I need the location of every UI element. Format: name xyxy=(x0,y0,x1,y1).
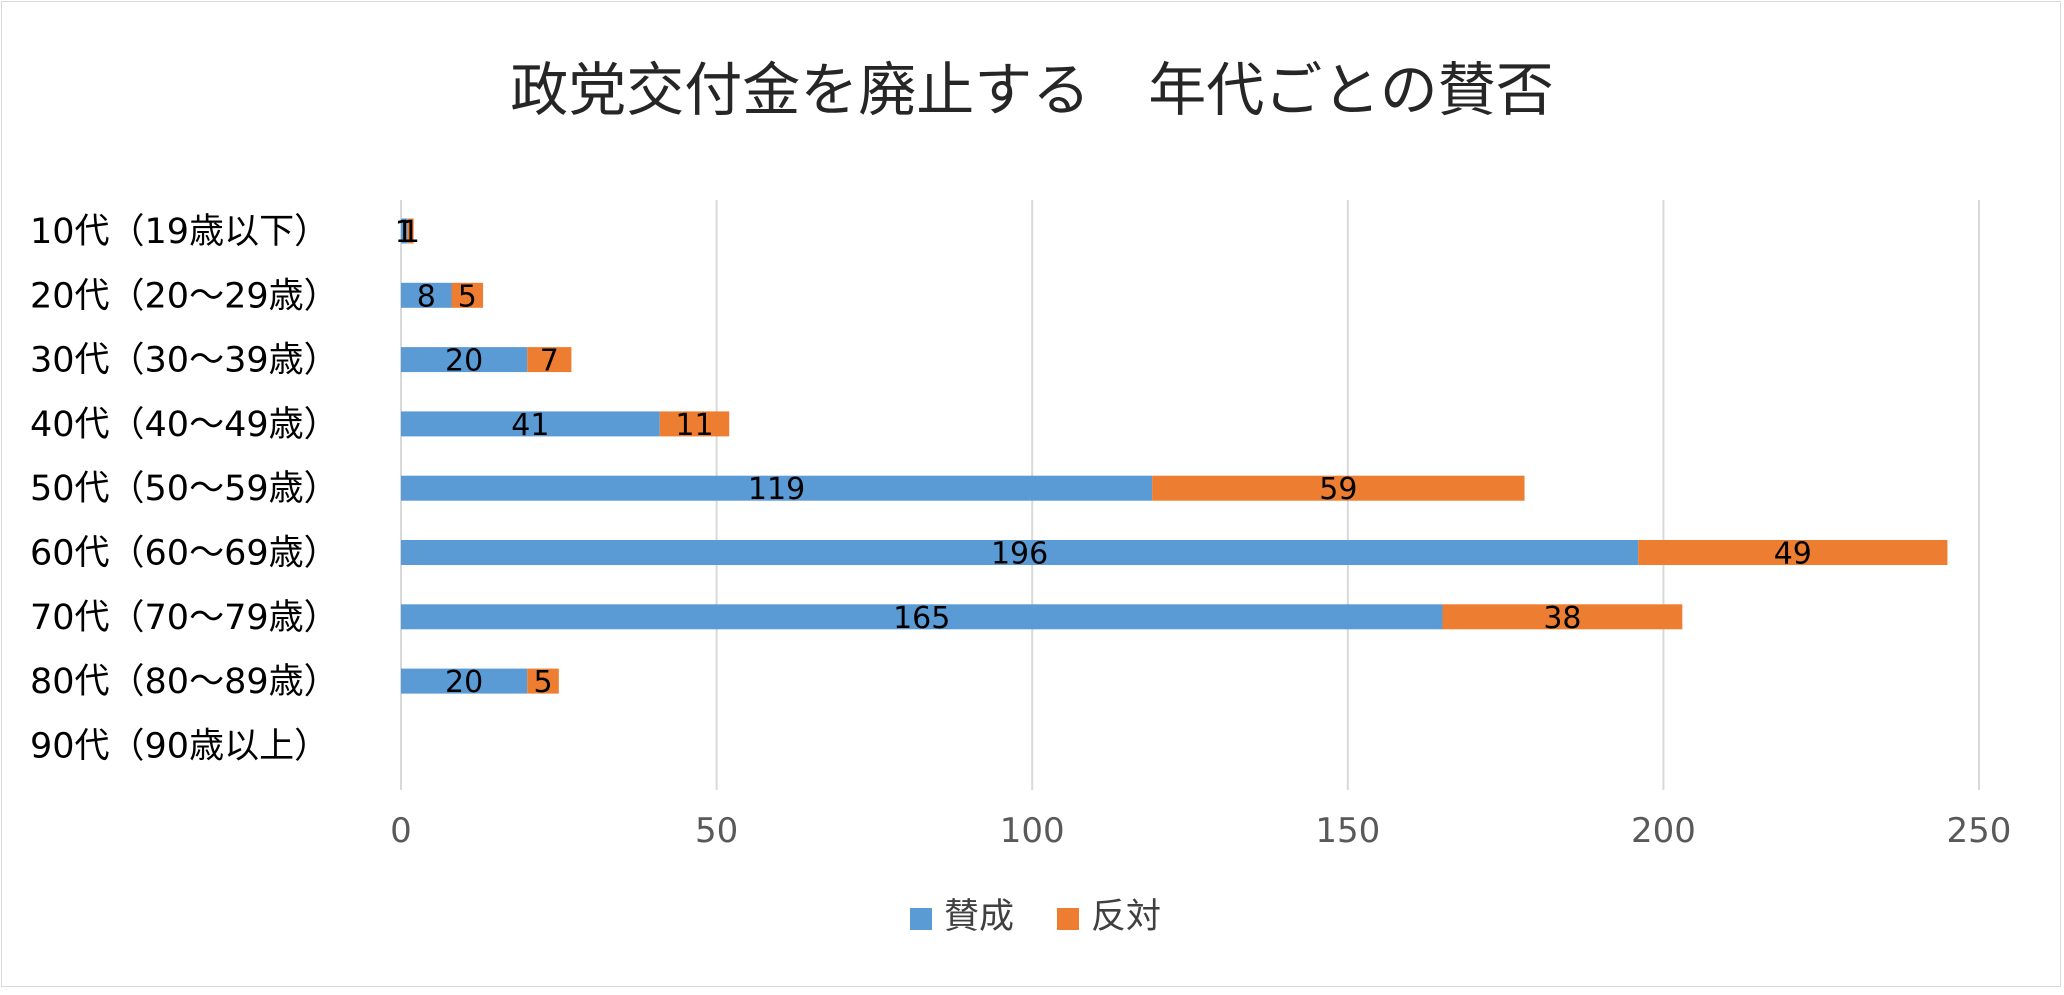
x-tick-label: 250 xyxy=(1947,811,2012,851)
category-label: 40代（40〜49歳） xyxy=(30,405,339,445)
category-axis: 10代（19歳以下） 20代（20〜29歳） 30代（30〜39歳） 40代（40〜4… xyxy=(30,212,339,766)
bar-value-label: 20 xyxy=(445,344,483,379)
x-tick-label: 50 xyxy=(695,811,738,851)
legend-swatch xyxy=(1057,908,1079,930)
bar-segment-oppose xyxy=(1638,540,1948,565)
x-tick-label: 200 xyxy=(1631,811,1696,851)
bar-value-label: 1 xyxy=(401,215,420,250)
legend: 賛成 反対 xyxy=(910,897,1161,937)
x-tick-label: 0 xyxy=(390,811,412,851)
bar-value-label: 20 xyxy=(445,665,483,700)
bar-value-label: 11 xyxy=(675,408,713,443)
bar-value-label: 196 xyxy=(991,537,1048,572)
bar-segment-approve xyxy=(401,282,452,308)
bar-value-label: 41 xyxy=(511,408,549,443)
bar-segment-oppose xyxy=(527,668,559,694)
legend-label: 反対 xyxy=(1091,897,1161,937)
value-axis: 0 50 100 150 200 250 xyxy=(390,811,2011,851)
bar-segment-approve xyxy=(401,411,660,437)
bar-segment-oppose xyxy=(451,282,484,308)
category-label: 50代（50〜59歳） xyxy=(30,469,339,509)
bar-value-label: 165 xyxy=(893,601,950,636)
bar-value-label: 49 xyxy=(1774,537,1812,572)
category-label: 80代（80〜89歳） xyxy=(30,662,339,702)
chart-title: 政党交付金を廃止する 年代ごとの賛否 xyxy=(510,56,1553,124)
bar-value-label: 5 xyxy=(533,665,552,700)
category-label: 60代（60〜69歳） xyxy=(30,534,339,574)
bar-segment-approve xyxy=(401,475,1153,501)
bar-value-label: 38 xyxy=(1543,601,1581,636)
bar-segment-approve xyxy=(401,218,408,244)
bar-segment-oppose xyxy=(1442,604,1683,630)
bar-segment-oppose xyxy=(407,218,414,244)
bar-value-label: 119 xyxy=(748,472,805,507)
bar-value-label: 1 xyxy=(395,215,414,250)
category-label: 90代（90歳以上） xyxy=(30,726,329,766)
bar-segment-approve xyxy=(401,668,528,694)
x-tick-label: 100 xyxy=(1000,811,1065,851)
bar-value-label: 7 xyxy=(540,344,559,379)
bar-segment-approve xyxy=(401,347,528,373)
bar-marks xyxy=(401,218,1948,694)
bar-segment-approve xyxy=(401,604,1443,630)
category-label: 70代（70〜79歳） xyxy=(30,598,339,638)
bar-segment-oppose xyxy=(659,411,730,437)
bar-value-label: 59 xyxy=(1319,472,1357,507)
bar-segment-oppose xyxy=(527,347,572,373)
bar-segment-approve xyxy=(401,540,1639,565)
bar-value-label: 8 xyxy=(417,279,436,314)
legend-label: 賛成 xyxy=(944,897,1014,937)
category-label: 10代（19歳以下） xyxy=(30,212,329,252)
category-label: 20代（20〜29歳） xyxy=(30,276,339,316)
legend-swatch xyxy=(910,908,932,930)
x-tick-label: 150 xyxy=(1315,811,1380,851)
bar-value-label: 5 xyxy=(458,279,477,314)
bar-segment-oppose xyxy=(1152,475,1525,501)
category-label: 30代（30〜39歳） xyxy=(30,341,339,381)
